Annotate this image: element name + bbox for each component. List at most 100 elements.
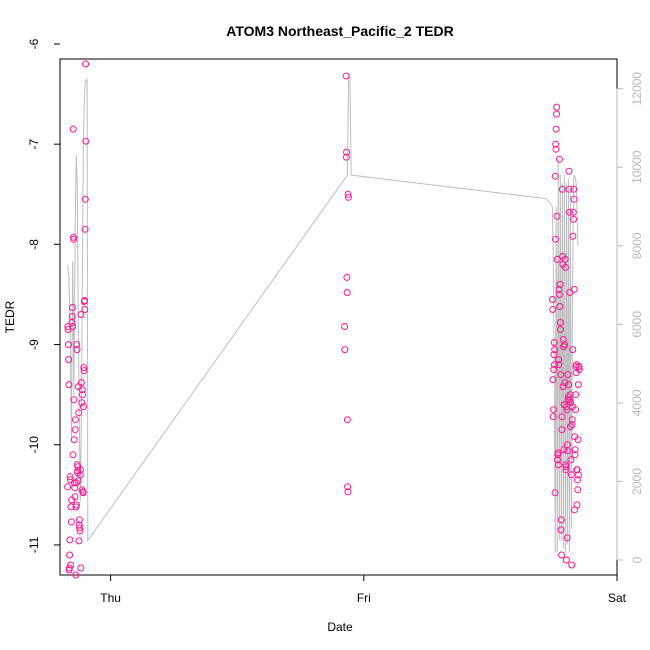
data-point bbox=[570, 215, 577, 223]
data-point bbox=[563, 534, 571, 542]
data-point bbox=[79, 489, 87, 497]
data-point bbox=[81, 306, 89, 313]
data-point bbox=[553, 212, 561, 220]
data-point bbox=[554, 461, 562, 469]
data-point bbox=[574, 436, 582, 444]
data-point bbox=[69, 125, 77, 133]
y-axis: -11 -10 -9 -8 -7 -6 bbox=[27, 38, 60, 553]
right-tick-label: 6000 bbox=[630, 311, 644, 338]
data-point bbox=[78, 399, 86, 407]
data-point bbox=[64, 483, 72, 491]
data-point bbox=[550, 366, 558, 374]
series-points-group bbox=[64, 60, 583, 579]
data-point bbox=[65, 356, 73, 364]
data-point bbox=[64, 341, 72, 349]
data-point bbox=[569, 232, 577, 240]
data-point bbox=[76, 471, 84, 479]
data-point bbox=[569, 208, 577, 216]
right-tick-label: 2000 bbox=[630, 468, 644, 495]
data-point bbox=[76, 516, 83, 524]
right-tick-label: 8000 bbox=[630, 232, 644, 259]
data-point bbox=[569, 346, 577, 354]
data-point bbox=[82, 137, 90, 145]
data-point bbox=[73, 341, 81, 349]
data-point bbox=[564, 371, 572, 379]
data-point bbox=[551, 361, 558, 369]
data-point bbox=[342, 72, 350, 80]
data-point bbox=[565, 208, 573, 216]
data-point bbox=[67, 518, 75, 526]
data-point bbox=[567, 399, 575, 407]
data-point bbox=[73, 346, 81, 354]
data-point bbox=[561, 255, 569, 263]
data-point bbox=[558, 185, 566, 193]
series-line-group bbox=[67, 76, 579, 553]
data-point bbox=[554, 456, 561, 464]
data-point bbox=[555, 361, 563, 369]
x-tick-label: Sat bbox=[608, 591, 627, 605]
data-point bbox=[562, 556, 570, 564]
x-tick-label: Fri bbox=[357, 591, 371, 605]
data-point bbox=[68, 313, 76, 320]
data-point bbox=[554, 449, 562, 457]
data-point bbox=[573, 466, 581, 474]
y-tick-label: -11 bbox=[27, 536, 41, 553]
data-point bbox=[80, 403, 87, 411]
data-point bbox=[574, 486, 582, 494]
data-point bbox=[77, 466, 84, 474]
plot-frame bbox=[59, 58, 618, 576]
data-point bbox=[551, 489, 559, 497]
data-point bbox=[77, 379, 85, 387]
data-point bbox=[572, 391, 580, 399]
data-point bbox=[570, 195, 578, 203]
data-point bbox=[553, 110, 560, 118]
data-point bbox=[568, 561, 576, 569]
data-point bbox=[565, 381, 573, 389]
data-point bbox=[549, 376, 557, 384]
data-point bbox=[557, 326, 564, 333]
data-point bbox=[80, 367, 88, 375]
data-point bbox=[344, 483, 352, 491]
data-point bbox=[82, 60, 90, 68]
data-point bbox=[573, 501, 581, 509]
data-point bbox=[558, 551, 566, 559]
data-point bbox=[341, 346, 349, 354]
data-point bbox=[571, 451, 579, 459]
data-point bbox=[553, 103, 561, 111]
data-point bbox=[552, 235, 559, 243]
data-point bbox=[552, 140, 560, 148]
data-point bbox=[69, 451, 77, 459]
data-point bbox=[344, 190, 352, 198]
data-point bbox=[556, 280, 564, 288]
y-tick-label: -9 bbox=[27, 339, 41, 350]
data-point bbox=[75, 409, 83, 417]
data-point bbox=[563, 406, 571, 414]
data-point bbox=[574, 476, 581, 484]
data-point bbox=[70, 436, 78, 444]
data-point bbox=[343, 416, 351, 424]
data-point bbox=[556, 319, 564, 326]
data-point bbox=[568, 416, 576, 424]
chart-title: ATOM3 Northeast_Pacific_2 TEDR bbox=[226, 23, 453, 39]
data-point bbox=[560, 446, 568, 454]
data-point bbox=[552, 125, 560, 133]
data-point bbox=[550, 406, 557, 414]
data-point bbox=[551, 346, 559, 354]
data-point bbox=[70, 235, 78, 243]
data-point bbox=[562, 463, 570, 471]
data-point bbox=[341, 323, 349, 330]
data-point bbox=[78, 386, 86, 394]
data-point bbox=[561, 341, 569, 349]
data-point bbox=[76, 524, 84, 532]
line-series-path bbox=[67, 76, 579, 553]
data-point bbox=[565, 167, 573, 175]
data-point bbox=[549, 306, 557, 313]
data-point bbox=[68, 304, 76, 311]
data-point bbox=[69, 323, 77, 330]
data-point bbox=[555, 285, 563, 293]
right-tick-label: 12000 bbox=[630, 72, 644, 106]
data-point bbox=[562, 466, 570, 474]
data-point bbox=[81, 225, 89, 233]
data-point bbox=[77, 311, 85, 318]
